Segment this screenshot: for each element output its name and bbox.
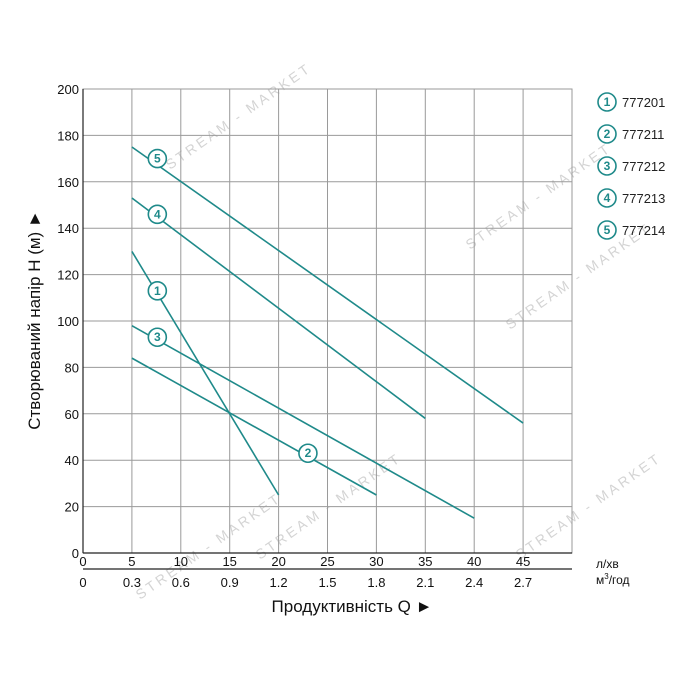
x-tick-label: 45 — [516, 554, 530, 569]
y-axis-title: Створюваний напір Н (м) ► — [25, 210, 44, 430]
legend-marker-label-4: 4 — [604, 191, 611, 205]
series-marker-label-4: 4 — [154, 207, 161, 221]
x-axis-title: Продуктивність Q ► — [272, 597, 433, 616]
y-tick-label: 60 — [65, 407, 79, 422]
legend-item-3: 3 777212 — [597, 156, 665, 176]
legend-item-5: 5 777214 — [597, 220, 665, 240]
series-marker-3: 3 — [147, 327, 168, 348]
legend-item-2: 2 777211 — [597, 124, 664, 144]
legend-marker-circle-2 — [597, 124, 617, 144]
legend-marker-label-2: 2 — [604, 127, 611, 141]
x2-tick-label: 1.5 — [318, 575, 336, 590]
legend-marker-label-5: 5 — [604, 223, 611, 237]
x-tick-label: 30 — [369, 554, 383, 569]
y-tick-label: 100 — [57, 314, 79, 329]
x-tick-label: 20 — [271, 554, 285, 569]
legend-label-2: 777211 — [622, 127, 664, 142]
legend-marker-label-1: 1 — [604, 95, 611, 109]
series-marker-5: 5 — [147, 148, 168, 169]
legend-label-5: 777214 — [622, 223, 665, 238]
x-tick-label: 5 — [128, 554, 135, 569]
series-marker-circle-3 — [147, 327, 168, 348]
legend-label-1: 777201 — [622, 95, 665, 110]
y-tick-label: 140 — [57, 221, 79, 236]
legend-marker-label-3: 3 — [604, 159, 611, 173]
y-tick-label: 0 — [72, 546, 79, 561]
x-tick-label: 25 — [320, 554, 334, 569]
watermark-5: STREAM - MARKET — [513, 449, 665, 562]
x2-unit-tail: /год — [609, 573, 630, 587]
x-tick-label: 10 — [174, 554, 188, 569]
x2-tick-label: 1.8 — [367, 575, 385, 590]
x2-tick-label: 0 — [79, 575, 86, 590]
series-marker-2: 2 — [298, 443, 318, 464]
x2-tick-label: 2.1 — [416, 575, 434, 590]
series-line-4 — [131, 197, 426, 420]
x2-unit-base: м — [596, 573, 604, 587]
x-tick-label: 40 — [467, 554, 481, 569]
series-marker-label-1: 1 — [154, 284, 161, 298]
x2-tick-label: 2.7 — [514, 575, 532, 590]
x2-tick-label: 0.3 — [123, 575, 141, 590]
series-marker-circle-4 — [147, 204, 168, 225]
series-marker-circle-2 — [298, 443, 318, 464]
series-line-2 — [131, 357, 377, 496]
x-unit-label: л/хв — [596, 557, 619, 571]
series-marker-4: 4 — [147, 204, 168, 225]
y-tick-label: 160 — [57, 175, 79, 190]
grid — [83, 88, 572, 553]
legend-label-3: 777212 — [622, 159, 665, 174]
x2-tick-label: 1.2 — [270, 575, 288, 590]
legend-label-4: 777213 — [622, 191, 665, 206]
legend-marker-circle-1 — [597, 92, 617, 112]
x2-unit-sup: 3 — [604, 572, 609, 581]
x2-tick-label: 0.6 — [172, 575, 190, 590]
legend-item-4: 4 777213 — [597, 188, 665, 208]
legend: 1 777201 2 777211 3 777212 4 777213 5 777214 — [597, 92, 665, 240]
x2-tick-label: 2.4 — [465, 575, 483, 590]
y-tick-label: 120 — [57, 268, 79, 283]
legend-item-1: 1 777201 — [597, 92, 665, 112]
x2-tick-label: 0.9 — [221, 575, 239, 590]
series-marker-1: 1 — [147, 281, 168, 301]
series-marker-label-3: 3 — [154, 330, 161, 344]
series-line-3 — [131, 324, 475, 519]
x-tick-label: 0 — [79, 554, 86, 569]
legend-marker-circle-5 — [597, 220, 617, 240]
watermark-1: STREAM - MARKET — [163, 59, 315, 172]
x2-unit-label: м3/год — [596, 572, 630, 587]
watermark-2: STREAM - MARKET — [463, 139, 615, 252]
legend-marker-circle-3 — [597, 156, 617, 176]
series-marker-label-2: 2 — [305, 446, 312, 460]
plot-frame — [82, 88, 573, 570]
series-markers: 1 2 3 4 5 — [147, 148, 318, 464]
series-line-5 — [131, 146, 524, 424]
y-tick-label: 40 — [65, 453, 79, 468]
series-marker-circle-1 — [147, 281, 168, 301]
x-tick-label: 35 — [418, 554, 432, 569]
y-tick-label: 180 — [57, 128, 79, 143]
series-marker-circle-5 — [147, 148, 168, 169]
series-marker-label-5: 5 — [154, 152, 161, 166]
y-tick-label: 20 — [65, 500, 79, 515]
legend-marker-circle-4 — [597, 188, 617, 208]
watermark-layer: STREAM - MARKET STREAM - MARKET STREAM - M… — [133, 59, 665, 602]
y-tick-label: 200 — [57, 82, 79, 97]
x-tick-label: 15 — [222, 554, 236, 569]
y-tick-label: 80 — [65, 360, 79, 375]
